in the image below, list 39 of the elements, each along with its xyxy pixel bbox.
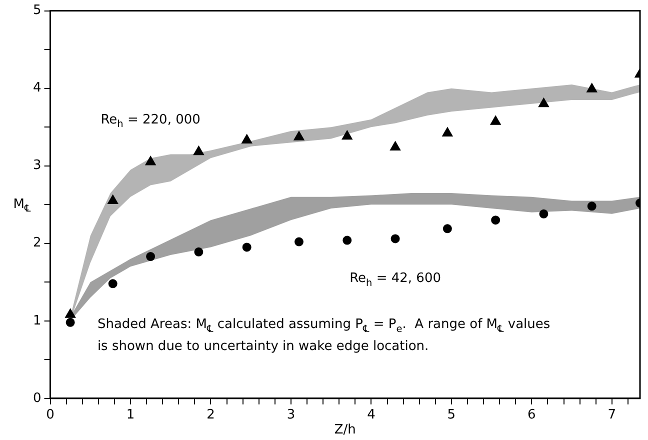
x-tick-label: 7 <box>608 408 616 423</box>
y-tick-label: 3 <box>32 158 42 174</box>
x-tick-label: 0 <box>46 408 54 423</box>
point <box>108 279 118 288</box>
y-tick-label: 5 <box>32 3 42 18</box>
point <box>242 242 252 252</box>
point <box>66 318 75 327</box>
point <box>145 156 156 166</box>
point <box>390 234 400 244</box>
point <box>342 236 352 245</box>
point <box>193 146 204 156</box>
point <box>587 202 596 211</box>
point <box>539 209 548 218</box>
point <box>146 252 156 262</box>
point <box>242 134 252 144</box>
point <box>491 216 500 225</box>
point <box>538 98 549 108</box>
point <box>442 224 452 234</box>
y-tick-label: 2 <box>32 236 42 251</box>
point <box>342 130 352 140</box>
point <box>194 247 204 256</box>
x-tick-label: 5 <box>447 408 456 423</box>
y-tick-label: 1 <box>32 313 42 328</box>
point <box>390 141 401 150</box>
point <box>586 83 598 92</box>
point <box>108 194 118 204</box>
x-axis-title: Z/h <box>334 422 356 438</box>
y-axis-title: M℄ <box>13 196 32 215</box>
y-tick-label: 4 <box>32 80 42 96</box>
x-tick-label: 4 <box>367 408 376 423</box>
point <box>294 237 304 246</box>
x-tick-label: 1 <box>126 408 135 423</box>
x-tick-label: 3 <box>286 408 296 423</box>
x-tick-label: 6 <box>528 408 536 423</box>
point <box>490 116 501 125</box>
point <box>294 131 304 140</box>
point <box>442 127 453 137</box>
y-tick-label: 0 <box>32 390 42 406</box>
x-tick-label: 2 <box>206 408 215 423</box>
